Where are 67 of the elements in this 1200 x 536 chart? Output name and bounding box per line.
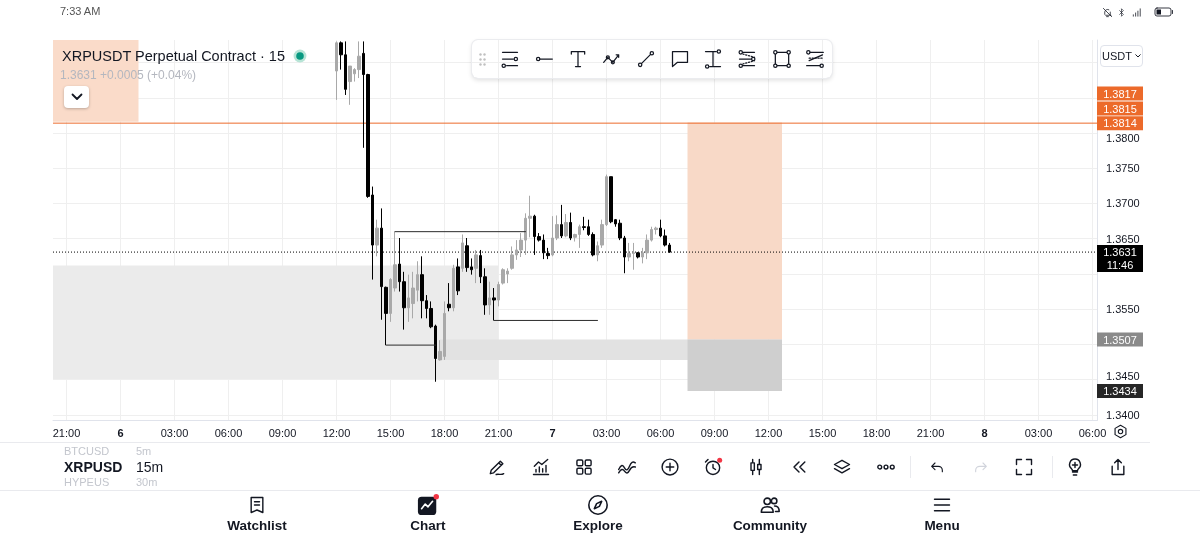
text: 7:33 AM [60,5,101,18]
x-tick-label: 09:00 [268,427,297,439]
candlestick [560,204,563,239]
candlestick [488,281,491,316]
y-tick-label: 1.3550 [1106,303,1140,316]
candlestick [452,264,455,312]
text: XRPUSDT Perpetual Contract · 15 [62,48,285,64]
x-tick-label: 03:00 [160,427,189,439]
candlestick [447,282,451,312]
text: 1.3631 +0.0005 (+0.04%) [60,68,197,82]
candlestick [335,40,338,101]
candlestick [375,219,379,257]
x-tick-label: 21:00 [916,427,945,439]
text: 5m [136,445,152,458]
x-tick-label: 7 [549,427,556,439]
candlestick [492,287,496,321]
y-tick-label: 1.3650 [1106,232,1140,245]
x-tick-label: 15:00 [376,427,405,439]
text: BTCUSD [64,445,110,458]
text: 30m [136,476,158,489]
candlestick [501,267,505,286]
candlestick [348,65,352,106]
text: Watchlist [227,518,287,534]
y-tick-label: 1.3800 [1106,131,1140,144]
x-tick-label: 12:00 [322,427,351,439]
ref-line-label: 1.3814 [1103,117,1137,130]
candlestick [384,286,388,346]
text: 1.3434 [1103,384,1137,397]
candlestick [564,213,568,238]
x-tick-label: 18:00 [862,427,891,439]
x-tick-label: 6 [117,427,124,439]
x-tick-label: 03:00 [1024,427,1053,439]
text: XRPUSD [64,459,123,476]
x-tick-label: 03:00 [592,427,621,439]
text: 1.3817 [1103,87,1137,100]
x-tick-label: 06:00 [214,427,243,439]
candlestick [569,212,572,241]
text: Community [732,518,808,534]
text: Menu [924,518,960,534]
text: Explore [573,518,623,534]
candlestick [609,176,613,224]
x-tick-label: 06:00 [1078,427,1107,439]
candlestick [456,257,460,296]
y-tick-label: 1.3700 [1106,197,1140,210]
text: HYPEUS [64,476,110,489]
y-tick-label: 1.3750 [1106,162,1140,175]
x-tick-label: 21:00 [484,427,513,439]
x-tick-label: 18:00 [430,427,459,439]
text: 15m [136,459,164,476]
ref-line-label: 1.3631 11:46 [1103,246,1137,272]
candlestick [474,249,478,284]
x-tick-label: 15:00 [808,427,837,439]
candlestick [461,233,464,273]
y-tick-label: 1.3450 [1106,370,1140,383]
x-tick-label: 12:00 [754,427,783,439]
x-tick-label: 21:00 [52,427,81,439]
candlestick [357,40,361,79]
y-tick-label: 1.3400 [1106,408,1140,421]
text: 1.3815 [1103,102,1137,115]
candlestick [497,281,500,307]
text: 1.3507 [1103,333,1137,346]
text: Chart [410,518,446,534]
x-tick-label: 06:00 [646,427,675,439]
x-tick-label: 09:00 [700,427,729,439]
candlestick [420,255,424,319]
currency-button: USDT [1100,45,1143,67]
x-tick-label: 8 [981,427,988,439]
